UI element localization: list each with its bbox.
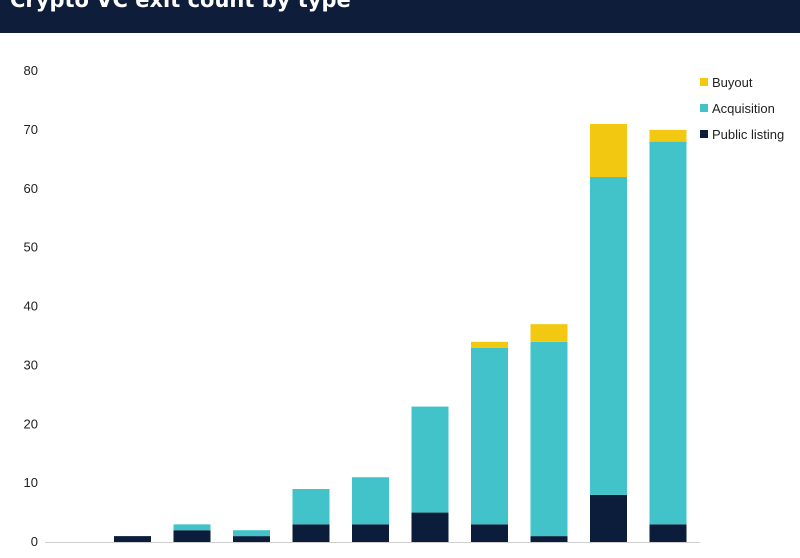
bar-public-listing <box>352 524 389 542</box>
legend-swatch-acquisition <box>700 104 708 112</box>
y-tick-label: 50 <box>24 240 38 255</box>
bar-acquisition <box>471 347 508 525</box>
bar-public-listing <box>590 494 627 542</box>
y-tick-label: 40 <box>24 299 38 314</box>
bar-acquisition <box>352 477 389 525</box>
legend: Buyout Acquisition Public listing <box>700 75 784 142</box>
y-axis: 0 10 20 30 40 50 60 70 80 <box>24 63 700 549</box>
bar-buyout <box>530 324 568 342</box>
y-tick-label: 60 <box>24 181 38 196</box>
bar-public-listing <box>173 530 211 542</box>
y-tick-label: 10 <box>24 475 38 490</box>
bars <box>114 123 687 542</box>
bar-public-listing <box>233 536 270 542</box>
legend-label-acquisition: Acquisition <box>712 101 775 116</box>
bar-public-listing <box>292 524 330 542</box>
bar-acquisition <box>411 406 449 513</box>
bar-acquisition <box>530 341 568 537</box>
chart-title: Crypto VC exit count by type <box>10 0 351 12</box>
bar-public-listing <box>411 512 449 542</box>
bar-public-listing <box>471 524 508 542</box>
bar-acquisition <box>292 489 330 525</box>
legend-swatch-public-listing <box>700 130 708 138</box>
chart-header: Crypto VC exit count by type <box>0 0 800 33</box>
bar-acquisition <box>173 524 211 531</box>
legend-label-public-listing: Public listing <box>712 127 784 142</box>
bar-public-listing <box>649 524 687 542</box>
legend-label-buyout: Buyout <box>712 75 753 90</box>
y-tick-label: 80 <box>24 63 38 78</box>
bar-public-listing <box>114 536 151 542</box>
bar-buyout <box>649 129 687 142</box>
bar-buyout <box>590 123 627 177</box>
bar-public-listing <box>530 536 568 542</box>
y-tick-label: 30 <box>24 357 38 372</box>
y-tick-label: 0 <box>31 534 38 549</box>
bar-acquisition <box>233 530 270 537</box>
y-tick-label: 70 <box>24 122 38 137</box>
bar-buyout <box>471 341 508 348</box>
bar-acquisition <box>649 141 687 525</box>
bar-acquisition <box>590 176 627 495</box>
y-tick-label: 20 <box>24 416 38 431</box>
stacked-bar-chart: 0 10 20 30 40 50 60 70 80 Buyout Acquisition Publi… <box>24 63 785 549</box>
legend-swatch-buyout <box>700 78 708 86</box>
